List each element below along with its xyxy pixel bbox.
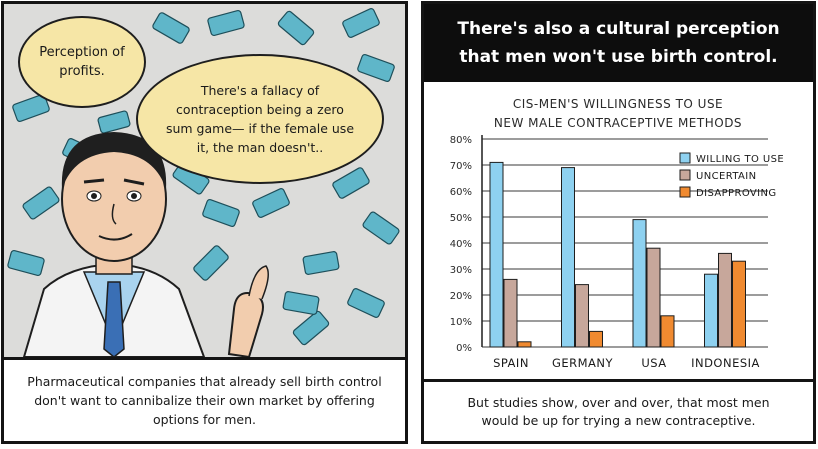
- legend-label: UNCERTAIN: [696, 171, 757, 182]
- legend-swatch: [679, 169, 691, 181]
- right-caption-line-1: But studies show, over and over, that mo…: [467, 394, 770, 410]
- bar-willing-to-use-indonesia: [704, 273, 718, 348]
- y-tick-label: 10%: [450, 317, 472, 328]
- legend-swatch: [679, 186, 691, 198]
- hair: [61, 132, 167, 189]
- x-category-label: SPAIN: [493, 356, 529, 370]
- legend-label: WILLING TO USE: [696, 154, 784, 165]
- right-caption-line-2: would be up for trying a new contracepti…: [481, 412, 756, 428]
- right-comic-panel: There's also a cultural perception that …: [421, 1, 816, 444]
- x-category-label: GERMANY: [552, 356, 614, 370]
- header-band: There's also a cultural perception that …: [424, 4, 813, 82]
- bubble-large-text: There's a fallacy of contraception being…: [165, 83, 355, 155]
- bar-chart: CIS-MEN'S WILLINGNESS TO USE NEW MALE CO…: [450, 97, 784, 370]
- bubble-small-text: Perception of profits.: [39, 45, 125, 79]
- x-category-label: INDONESIA: [691, 356, 760, 370]
- legend-swatch: [679, 152, 691, 164]
- money-bills-illustration: [7, 8, 400, 346]
- chart-title-line-1: CIS-MEN'S WILLINGNESS TO USE: [513, 97, 723, 111]
- x-category-label: USA: [641, 356, 666, 370]
- y-tick-label: 70%: [450, 161, 472, 172]
- header-line-1: There's also a cultural perception: [457, 19, 780, 39]
- bar-uncertain-indonesia: [718, 252, 732, 348]
- pharmacist-scene: [7, 8, 400, 357]
- right-caption-box: But studies show, over and over, that mo…: [424, 379, 813, 441]
- speech-bubble-large: There's a fallacy of contraception being…: [136, 54, 384, 184]
- chart-title-line-2: NEW MALE CONTRACEPTIVE METHODS: [494, 116, 742, 130]
- chart-area: CIS-MEN'S WILLINGNESS TO USE NEW MALE CO…: [424, 82, 813, 379]
- y-tick-label: 0%: [456, 343, 472, 354]
- left-caption-box: Pharmaceutical companies that already se…: [4, 357, 405, 441]
- bar-disapproving-germany: [589, 330, 603, 348]
- bar-willing-to-use-usa: [632, 219, 647, 348]
- bar-uncertain-usa: [646, 247, 661, 348]
- legend-label: DISAPPROVING: [696, 188, 777, 199]
- left-comic-panel: Perception of profits. There's a fallacy…: [1, 1, 408, 444]
- bar-uncertain-spain: [503, 278, 518, 348]
- bar-disapproving-usa: [660, 315, 675, 348]
- y-tick-label: 60%: [450, 187, 472, 198]
- bar-willing-to-use-germany: [561, 167, 575, 348]
- hand-gesture: [227, 292, 264, 357]
- left-caption-text: Pharmaceutical companies that already se…: [27, 374, 382, 427]
- y-tick-label: 80%: [450, 135, 472, 146]
- necktie: [103, 281, 125, 357]
- bar-disapproving-spain: [517, 341, 532, 348]
- y-tick-label: 40%: [450, 239, 472, 250]
- y-tick-label: 30%: [450, 265, 472, 276]
- bar-willing-to-use-spain: [489, 161, 504, 348]
- y-tick-label: 20%: [450, 291, 472, 302]
- bar-uncertain-germany: [575, 284, 589, 348]
- speech-bubble-small: Perception of profits.: [18, 16, 146, 108]
- header-line-2: that men won't use birth control.: [459, 47, 778, 67]
- bar-disapproving-indonesia: [732, 260, 746, 348]
- y-tick-label: 50%: [450, 213, 472, 224]
